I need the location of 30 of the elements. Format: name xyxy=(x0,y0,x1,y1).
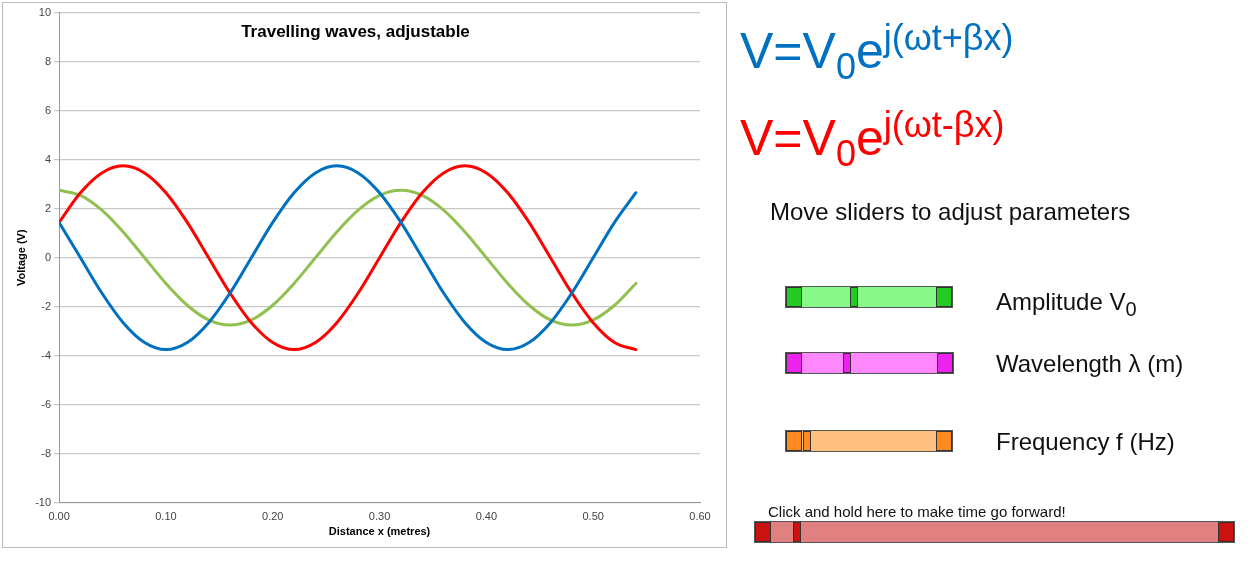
y-axis-title: Voltage (V) xyxy=(14,229,27,287)
y-tick-label: 0 xyxy=(44,250,52,263)
y-tick-label: -4 xyxy=(41,348,52,361)
text: Frequency f (Hz) xyxy=(996,428,1175,456)
x-tick-label: 0.30 xyxy=(368,510,391,523)
line-series xyxy=(59,188,638,327)
y-tick-label: 4 xyxy=(44,152,52,165)
y-tick-label: 2 xyxy=(44,201,52,214)
text: Amplitude V$_{0}$ xyxy=(996,288,1137,321)
text: V=V$_{0}$e$^{j(ωt+βx)}$ xyxy=(740,17,1014,87)
x-tick-label: 0.40 xyxy=(475,510,498,523)
x-tick-label: 0.20 xyxy=(262,510,284,523)
line-series xyxy=(59,164,638,352)
text: Click and hold here to make time go forward! xyxy=(768,503,1066,520)
x-axis-title: Distance x (metres) xyxy=(328,525,431,538)
x-tick-label: 0.50 xyxy=(582,510,604,523)
text: V=V$_{0}$e$^{j(ωt-βx)}$ xyxy=(740,103,1006,174)
x-tick-label: 0.00 xyxy=(48,510,70,523)
x-tick-label: 0.60 xyxy=(689,510,711,523)
y-tick-label: -2 xyxy=(41,299,52,312)
y-tick-label: 6 xyxy=(44,103,52,116)
y-tick-label: -10 xyxy=(35,495,52,508)
y-tick-label: 10 xyxy=(38,5,52,18)
text: Move sliders to adjust parameters xyxy=(770,198,1131,226)
text: Wavelength λ (m) xyxy=(996,350,1184,378)
y-tick-label: 8 xyxy=(44,54,52,67)
y-tick-label: -8 xyxy=(41,446,52,459)
x-tick-label: 0.10 xyxy=(155,510,177,523)
y-tick-label: -6 xyxy=(41,397,52,410)
text: Travelling waves, adjustable xyxy=(241,22,470,42)
